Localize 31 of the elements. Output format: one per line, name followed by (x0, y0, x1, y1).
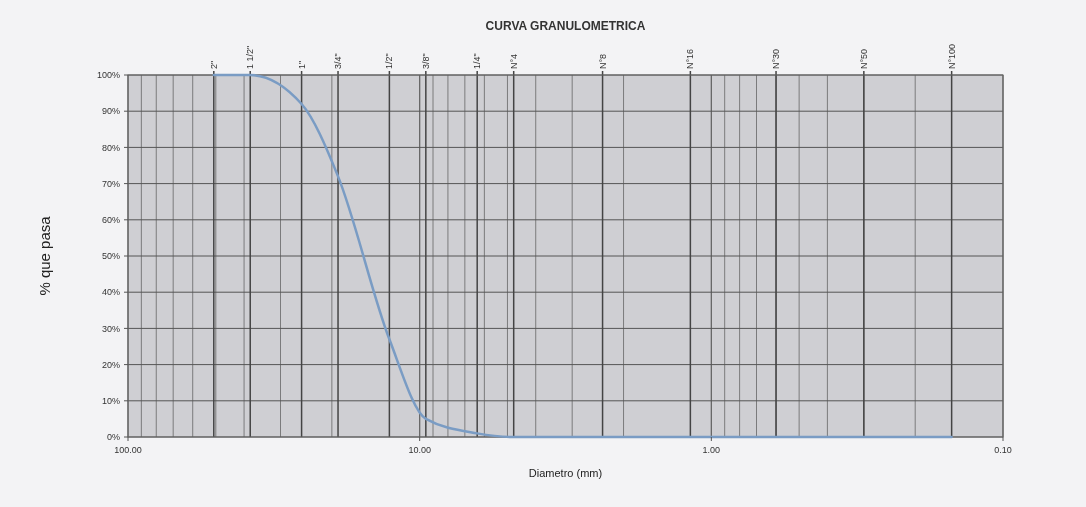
text: 1" (296, 60, 307, 69)
text: 1 1/2" (245, 45, 256, 69)
x-tick-label: 100.00 (114, 445, 142, 455)
y-tick-label: 50% (101, 251, 120, 262)
y-tick-label: 70% (101, 178, 120, 189)
y-tick-label: 90% (101, 106, 120, 117)
text: 3/4" (333, 53, 344, 69)
y-tick-label: 40% (101, 287, 120, 298)
text: 3/8" (420, 53, 431, 69)
text: N°50 (858, 48, 869, 69)
y-tick-label: 80% (101, 142, 120, 153)
text: N°16 (685, 48, 696, 69)
text: 1/2" (384, 53, 395, 69)
y-tick-label: 30% (101, 323, 120, 334)
y-tick-label: 20% (101, 359, 120, 370)
x-tick-label: 0.10 (994, 445, 1012, 455)
chart-title: CURVA GRANULOMETRICA (485, 19, 646, 33)
x-tick-label: 1.00 (702, 445, 721, 455)
text: N°8 (597, 53, 608, 69)
y-tick-label: 10% (101, 395, 120, 406)
y-tick-label: 60% (101, 214, 120, 225)
text: N°100 (946, 43, 957, 69)
text: N°4 (508, 53, 519, 69)
y-axis-title: % que pasa (36, 215, 53, 296)
x-tick-label: 10.00 (408, 445, 431, 455)
text: 1/4" (472, 53, 483, 69)
text: 2" (208, 60, 219, 69)
x-axis-title: Diametro (mm) (528, 467, 603, 479)
y-tick-label: 100% (96, 70, 120, 81)
text: N°30 (771, 48, 782, 69)
y-tick-label: 0% (106, 432, 120, 443)
